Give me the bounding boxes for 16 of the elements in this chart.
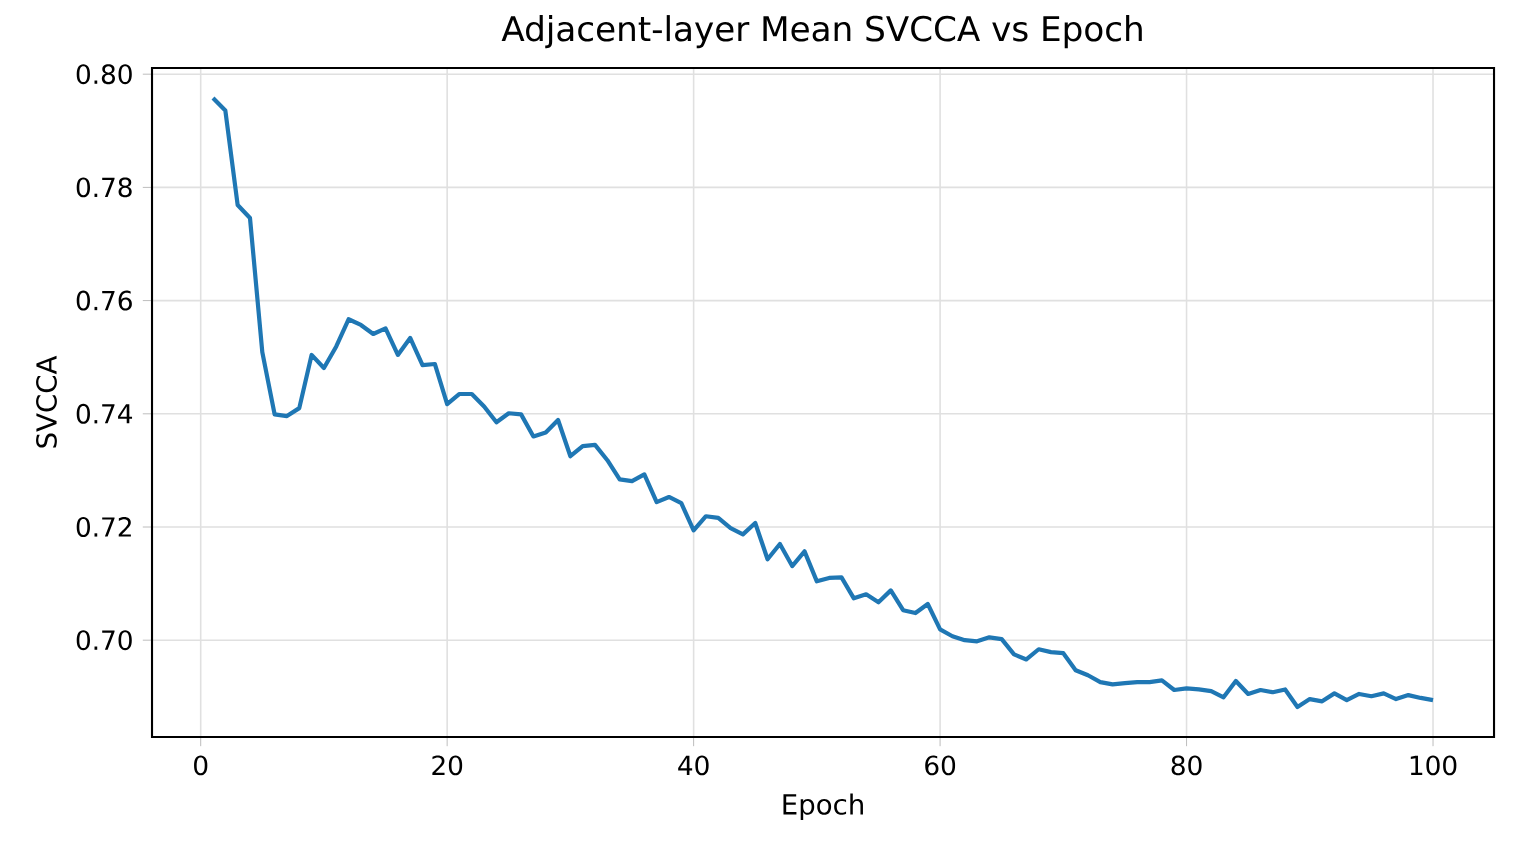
x-tick-label: 80: [1171, 755, 1202, 776]
x-axis-title: Epoch: [783, 793, 863, 821]
y-tick-label: 0.80: [76, 64, 132, 85]
x-tick-label: 40: [678, 755, 709, 776]
y-tick-label: 0.76: [76, 290, 132, 311]
chart-title: Adjacent-layer Mean SVCCA vs Epoch: [501, 15, 1142, 49]
x-tick-label: 0: [194, 755, 208, 776]
y-tick-label: 0.74: [76, 403, 133, 424]
y-axis-title: SVCCA: [36, 355, 57, 448]
y-tick-label: 0.78: [76, 177, 132, 198]
line-series: [210, 95, 1436, 710]
y-tick-label: 0.70: [76, 630, 132, 651]
x-tick-label: 100: [1410, 755, 1457, 776]
x-tick-label: 20: [432, 755, 463, 776]
y-tick-label: 0.72: [76, 517, 131, 537]
x-tick-label: 60: [925, 755, 956, 776]
